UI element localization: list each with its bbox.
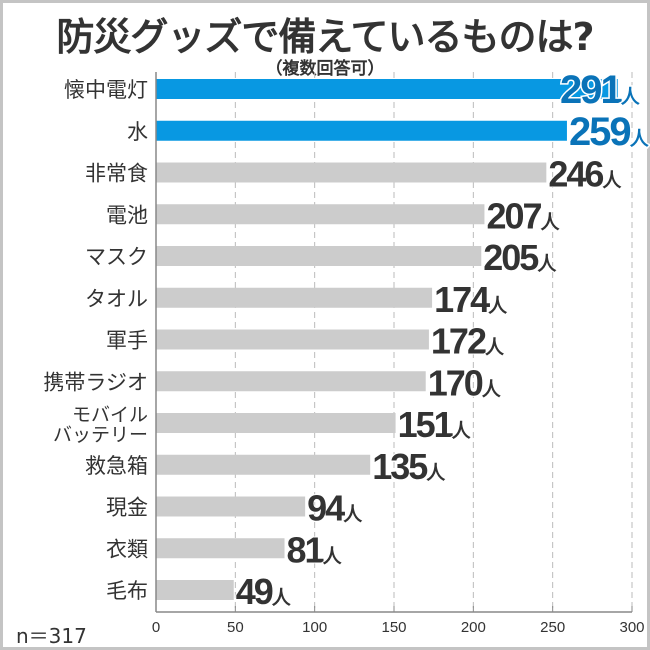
bar [156,204,485,225]
category-label: 衣類 [106,537,148,561]
bar [156,79,618,99]
bar [156,329,429,350]
value-label: 135人 [372,446,446,487]
bar [156,162,547,183]
value-label: 174人 [434,279,508,320]
category-label: 懐中電灯 [64,78,148,102]
category-label: 電池 [106,203,148,227]
category-label: 毛布 [106,579,148,603]
bar [156,413,396,433]
value-label: 151人 [398,404,472,445]
category-label: モバイルバッテリー [53,404,148,446]
value-label: 205人 [483,237,557,278]
category-label: 現金 [106,496,148,520]
value-label: 207人 [486,195,560,236]
x-tick-label: 200 [461,619,486,636]
category-label: タオル [85,287,148,311]
x-tick-label: 250 [540,619,565,636]
value-label: 259人 [569,110,650,154]
x-tick-label: 300 [619,619,644,636]
sample-size-note: n＝317 [16,624,87,648]
value-label: 170人 [428,362,502,403]
value-label: 94人 [307,488,363,529]
category-label: 軍手 [106,329,148,353]
category-label: マスク [85,245,148,269]
bar [156,120,567,141]
value-label: 291人 [560,68,641,112]
x-tick-label: 100 [302,619,327,636]
value-label: 49人 [236,571,292,612]
bar [156,538,285,559]
category-label: 携帯ラジオ [43,370,148,394]
bar [156,371,426,392]
chart-subtitle: （複数回答可） [265,59,385,79]
x-tick-label: 150 [381,619,406,636]
bar [156,496,306,517]
bar [156,287,433,308]
category-label: 救急箱 [85,454,148,478]
x-tick-label: 0 [152,619,160,636]
bar [156,246,482,266]
value-label: 81人 [287,529,343,570]
bar [156,454,371,475]
value-label: 172人 [431,321,505,362]
category-label: 水 [127,120,148,144]
chart-title: 防災グッズで備えているものは? [56,15,594,59]
bar [156,580,234,600]
value-label: 246人 [548,154,622,195]
category-label: 非常食 [85,162,148,186]
x-tick-label: 50 [227,619,244,636]
